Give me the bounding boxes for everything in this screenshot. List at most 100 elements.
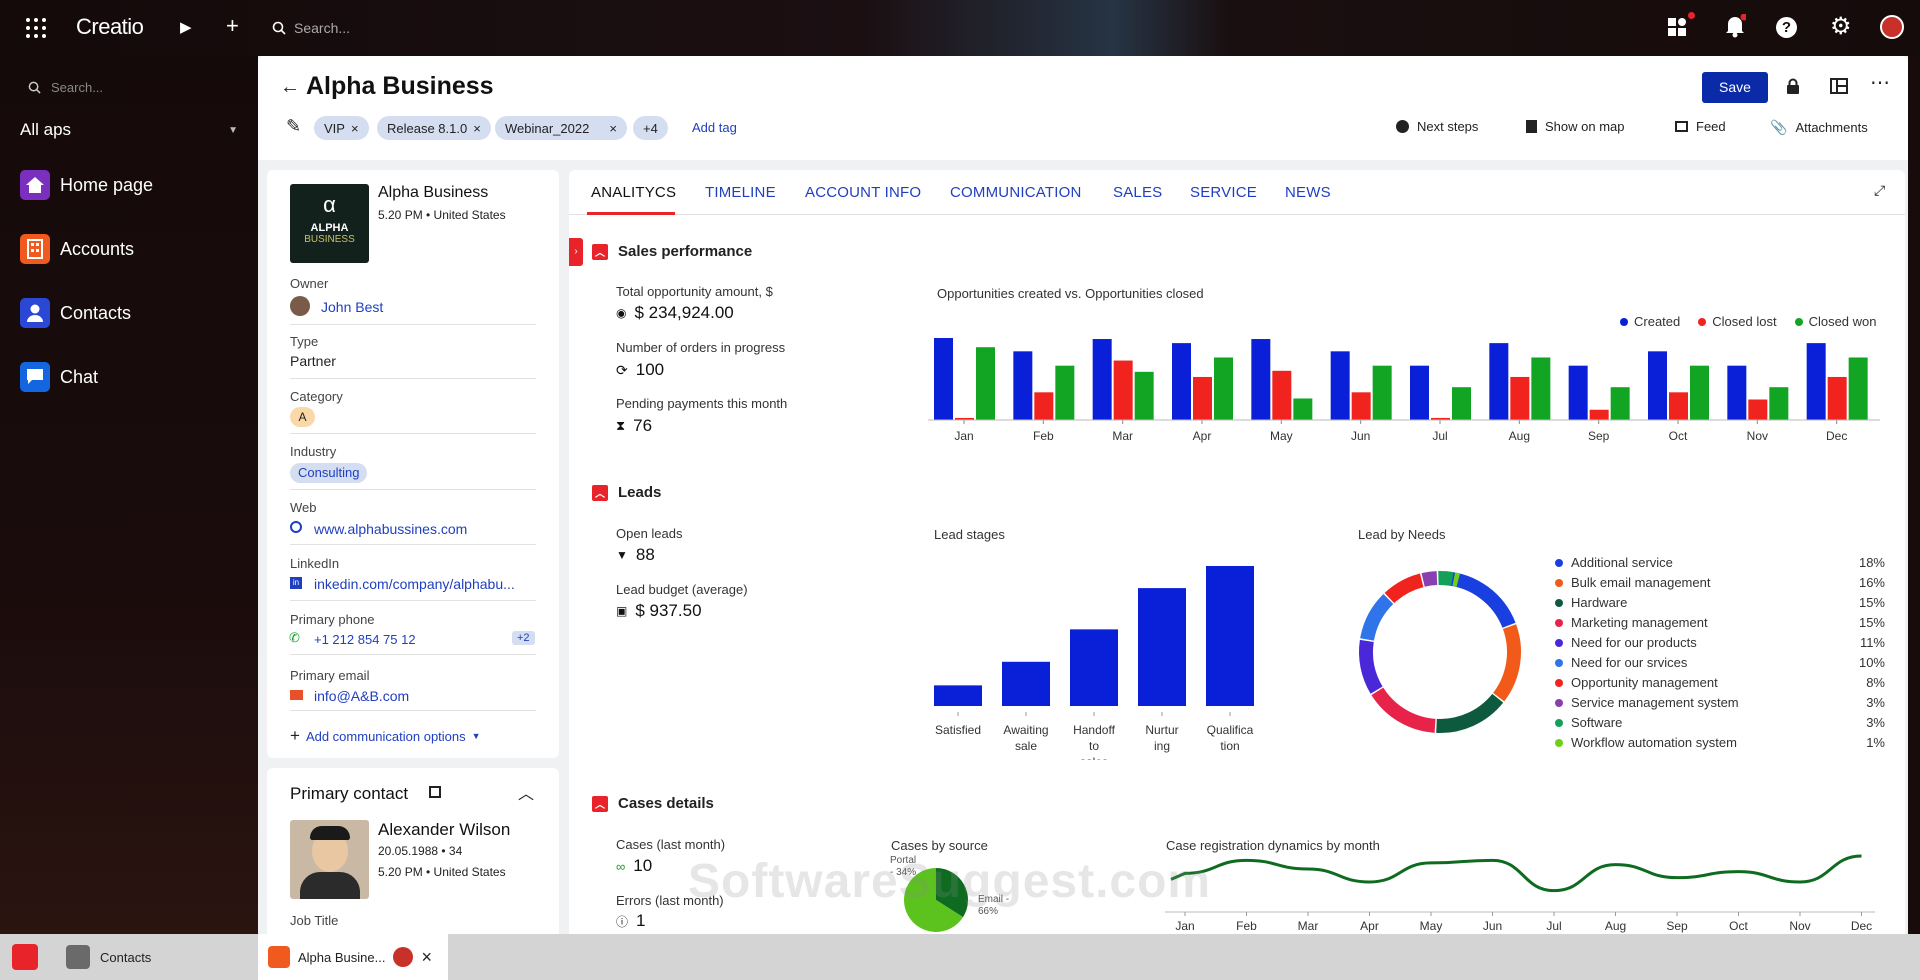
contact-name[interactable]: Alexander Wilson (378, 820, 511, 839)
x-tick-label: Nurtur (1145, 723, 1178, 737)
tag-release[interactable]: Release 8.1.0 × (377, 116, 491, 140)
close-icon[interactable]: × (609, 120, 617, 136)
brand-logo[interactable]: Creatio (76, 14, 144, 39)
logo-text: ALPHA (310, 222, 349, 234)
x-tick-label: Mar (1112, 429, 1133, 443)
tab-news[interactable]: NEWS (1285, 184, 1331, 201)
collapse-icon[interactable]: ︿ (592, 484, 608, 501)
edit-pen-icon[interactable]: ✎ (286, 116, 302, 136)
legend-item[interactable]: Closed won (1794, 314, 1877, 329)
legend-item[interactable]: Service management system 3% (1555, 695, 1885, 710)
legend-item[interactable]: Created (1620, 314, 1680, 329)
sidebar-item-accounts[interactable]: Accounts (20, 234, 134, 264)
workplace-label: All aps (20, 120, 72, 139)
bar-closed-won (1769, 387, 1789, 420)
logo-mark: α (323, 192, 336, 217)
add-icon[interactable]: + (226, 13, 239, 38)
tab-sales[interactable]: SALES (1113, 184, 1163, 201)
global-search[interactable]: Search... (272, 14, 572, 42)
user-avatar[interactable] (1880, 15, 1904, 39)
action-label: Next steps (1417, 119, 1479, 134)
leads-section-header[interactable]: ︿ Leads (592, 484, 661, 501)
expand-icon[interactable]: ⤢ (1874, 182, 1886, 198)
settings-gear-icon[interactable]: ⚙ (1830, 13, 1852, 40)
layout-icon[interactable] (1830, 78, 1848, 99)
type-value[interactable]: Partner (290, 353, 336, 369)
add-communication-button[interactable]: + Add communication options ▼ (290, 726, 481, 746)
category-label: Category (290, 389, 343, 404)
attachments-button[interactable]: 📎 Attachments (1770, 119, 1868, 136)
tag-vip[interactable]: VIP × (314, 116, 369, 140)
web-link[interactable]: www.alphabussines.com (314, 521, 468, 537)
close-icon[interactable]: × (473, 120, 481, 136)
legend-item[interactable]: Software 3% (1555, 715, 1885, 730)
show-on-map-button[interactable]: Show on map (1526, 119, 1625, 134)
taskbar-item-alpha-business[interactable]: Alpha Busine... × (258, 934, 448, 980)
cases-section-header[interactable]: ︿ Cases details (592, 795, 714, 812)
category-badge[interactable]: A (290, 407, 315, 427)
more-options-icon[interactable]: ⋯ (1870, 72, 1890, 94)
donut-slice (1384, 573, 1424, 604)
legend-item[interactable]: Need for our products 11% (1555, 635, 1885, 650)
tab-analitycs[interactable]: ANALITYCS (591, 184, 677, 201)
sales-section-header[interactable]: ︿ Sales performance (592, 243, 752, 260)
legend-item[interactable]: Marketing management 15% (1555, 615, 1885, 630)
back-arrow-icon[interactable]: ← (280, 76, 300, 98)
workplace-selector[interactable]: All aps ▼ (20, 120, 238, 140)
industry-badge[interactable]: Consulting (290, 463, 368, 483)
bar-closed-won (976, 347, 995, 420)
collapse-icon[interactable]: ︿ (592, 795, 608, 812)
x-tick-label: Jul (1546, 919, 1561, 933)
tab-account-info[interactable]: ACCOUNT INFO (805, 184, 922, 201)
feed-button[interactable]: Feed (1675, 119, 1726, 134)
tab-communication[interactable]: COMMUNICATION (950, 184, 1082, 201)
email-link[interactable]: info@A&B.com (314, 688, 410, 704)
run-process-icon[interactable]: ▶ (180, 19, 192, 36)
legend-item[interactable]: Bulk email management 16% (1555, 575, 1885, 590)
tag-webinar[interactable]: Webinar_2022 × (495, 116, 627, 140)
side-handle[interactable]: › (569, 238, 583, 266)
help-icon[interactable]: ? (1776, 17, 1797, 38)
next-steps-button[interactable]: Next steps (1396, 119, 1478, 134)
legend-item[interactable]: Additional service 18% (1555, 555, 1885, 570)
phone-link[interactable]: +1 212 854 75 12 (314, 632, 416, 647)
legend-item[interactable]: Need for our srvices 10% (1555, 655, 1885, 670)
more-tags-badge[interactable]: +4 (633, 116, 668, 140)
metric-label: Pending payments this month (616, 396, 788, 411)
save-button[interactable]: Save (1702, 72, 1768, 103)
pie-slice (904, 868, 964, 932)
widgets-icon[interactable] (1668, 12, 1695, 36)
add-tag-link[interactable]: Add tag (692, 120, 737, 135)
web-label: Web (290, 500, 317, 515)
collapse-icon[interactable]: ︿ (592, 243, 608, 260)
legend-item[interactable]: Closed lost (1698, 314, 1777, 329)
taskbar-item-contacts[interactable]: Contacts (66, 934, 151, 980)
tab-timeline[interactable]: TIMELINE (705, 184, 776, 201)
sidebar-search[interactable]: Search... (28, 80, 103, 95)
owner-link[interactable]: John Best (321, 299, 384, 315)
collapse-chevron-icon[interactable]: ︿ (518, 786, 535, 803)
legend-item[interactable]: Opportunity management 8% (1555, 675, 1885, 690)
close-icon[interactable]: × (421, 946, 432, 967)
sidebar-search-input[interactable]: Search... (51, 80, 104, 95)
legend-dot (1555, 738, 1563, 747)
sidebar-item-contacts[interactable]: Contacts (20, 298, 131, 328)
creatio-app-icon[interactable] (12, 944, 38, 970)
metric-label: Errors (last month) (616, 893, 724, 908)
action-label: Feed (1696, 119, 1726, 134)
phone-more-badge[interactable]: +2 (512, 631, 535, 645)
lock-icon[interactable] (1786, 78, 1800, 99)
metric-value: 100 (635, 360, 665, 379)
open-external-icon[interactable] (429, 786, 441, 798)
legend-item[interactable]: Hardware 15% (1555, 595, 1885, 610)
apps-grid-icon[interactable] (26, 18, 46, 38)
x-tick-label: ing (1154, 739, 1170, 753)
sidebar-item-home-page[interactable]: Home page (20, 170, 153, 200)
tab-service[interactable]: SERVICE (1190, 184, 1257, 201)
notifications-icon[interactable] (1724, 13, 1748, 43)
sidebar-item-chat[interactable]: Chat (20, 362, 98, 392)
search-input[interactable]: Search... (294, 20, 351, 36)
linkedin-link[interactable]: inkedin.com/company/alphabu... (314, 576, 515, 592)
close-icon[interactable]: × (350, 120, 359, 136)
legend-item[interactable]: Workflow automation system 1% (1555, 735, 1885, 750)
